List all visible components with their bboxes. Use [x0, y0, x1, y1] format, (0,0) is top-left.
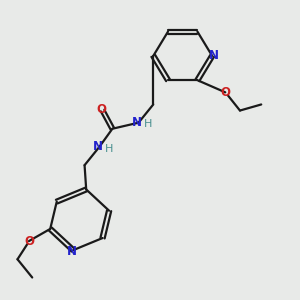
Text: O: O — [220, 86, 230, 99]
Text: H: H — [144, 119, 153, 129]
Text: N: N — [93, 140, 103, 153]
Text: N: N — [209, 49, 219, 62]
Text: H: H — [105, 144, 113, 154]
Text: O: O — [24, 235, 34, 248]
Text: N: N — [67, 245, 76, 258]
Text: N: N — [132, 116, 142, 129]
Text: O: O — [96, 103, 106, 116]
